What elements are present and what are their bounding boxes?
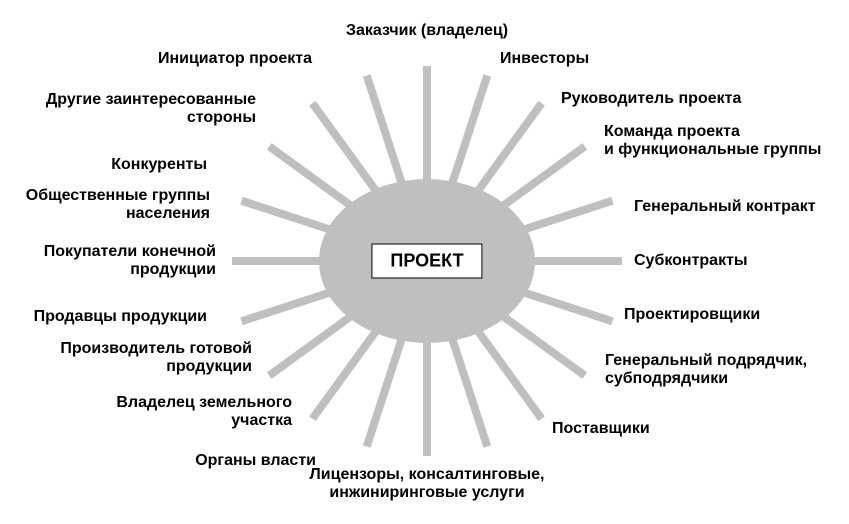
stakeholder-label: Генеральный контракт bbox=[634, 198, 816, 216]
ray bbox=[367, 337, 403, 446]
stakeholder-label: Лицензоры, консалтинговые, инжиниринговы… bbox=[310, 466, 545, 503]
stakeholder-label: Генеральный подрядчик, субподрядчики bbox=[605, 352, 807, 389]
center-box: ПРОЕКТ bbox=[371, 244, 482, 279]
stakeholder-label: Производитель готовой продукции bbox=[60, 340, 252, 377]
stakeholder-label: Продавцы продукции bbox=[34, 308, 207, 326]
stakeholder-label: Команда проекта и функциональные группы bbox=[604, 123, 821, 160]
center-box-label: ПРОЕКТ bbox=[390, 251, 463, 271]
stakeholder-label: Поставщики bbox=[552, 420, 650, 438]
stakeholder-label: Общественные группы населения bbox=[26, 187, 210, 224]
stakeholder-label: Руководитель проекта bbox=[561, 90, 741, 108]
stakeholder-label: Заказчик (владелец) bbox=[346, 22, 508, 40]
stakeholder-label: Инвесторы bbox=[500, 50, 589, 68]
stakeholder-label: Инициатор проекта bbox=[158, 50, 312, 68]
stakeholder-label: Покупатели конечной продукции bbox=[44, 243, 216, 280]
stakeholder-label: Владелец земельного участка bbox=[116, 394, 292, 431]
stakeholder-label: Органы власти bbox=[195, 452, 316, 470]
stakeholder-label: Проектировщики bbox=[624, 306, 760, 324]
stakeholder-label: Субконтракты bbox=[634, 252, 748, 270]
ray bbox=[452, 76, 488, 185]
diagram-stage: ПРОЕКТ Заказчик (владелец) Инвесторы Руков… bbox=[0, 0, 849, 524]
stakeholder-label: Другие заинтересованные стороны bbox=[46, 91, 256, 128]
ray bbox=[452, 337, 488, 446]
ray bbox=[367, 76, 403, 185]
stakeholder-label: Конкуренты bbox=[111, 156, 207, 174]
